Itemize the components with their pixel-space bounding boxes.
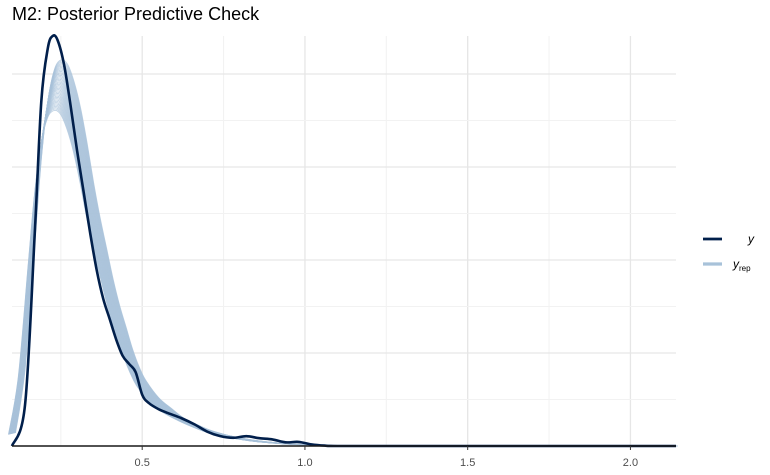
yrep-line-27 [12, 74, 677, 447]
x-tick-label-3: 2.0 [623, 457, 638, 469]
yrep-line-22 [12, 81, 677, 447]
legend-label-y: y [747, 232, 755, 246]
yrep-line-36 [14, 63, 678, 447]
x-axis: 0.5 1.0 1.5 2.0 [12, 445, 676, 469]
yrep-line-38 [15, 60, 678, 447]
x-tick-label-2: 1.5 [460, 457, 475, 469]
yrep-line-35 [14, 64, 678, 447]
yrep-density-lines [8, 59, 678, 447]
yrep-line-19 [11, 85, 676, 447]
yrep-line-33 [14, 67, 678, 447]
yrep-line-37 [14, 61, 678, 447]
yrep-line-20 [11, 83, 677, 447]
yrep-line-21 [11, 82, 677, 447]
y-density-line [10, 34, 676, 448]
x-tick-label-1: 1.0 [297, 457, 312, 469]
yrep-line-25 [12, 77, 677, 447]
yrep-line-39 [15, 59, 678, 447]
y-line [10, 34, 676, 448]
yrep-line-17 [11, 87, 676, 447]
chart-title: M2: Posterior Predictive Check [12, 4, 260, 24]
yrep-line-31 [13, 69, 678, 447]
legend: y yrep [703, 232, 755, 273]
yrep-line-30 [13, 71, 677, 447]
yrep-line-26 [12, 76, 677, 447]
yrep-line-32 [13, 68, 678, 447]
grid-lines [12, 36, 676, 447]
legend-label-yrep: yrep [732, 257, 751, 273]
yrep-line-34 [14, 65, 678, 447]
yrep-line-18 [11, 86, 676, 447]
yrep-line-23 [12, 80, 677, 447]
x-tick-label-0: 0.5 [135, 457, 150, 469]
yrep-line-24 [12, 78, 677, 447]
